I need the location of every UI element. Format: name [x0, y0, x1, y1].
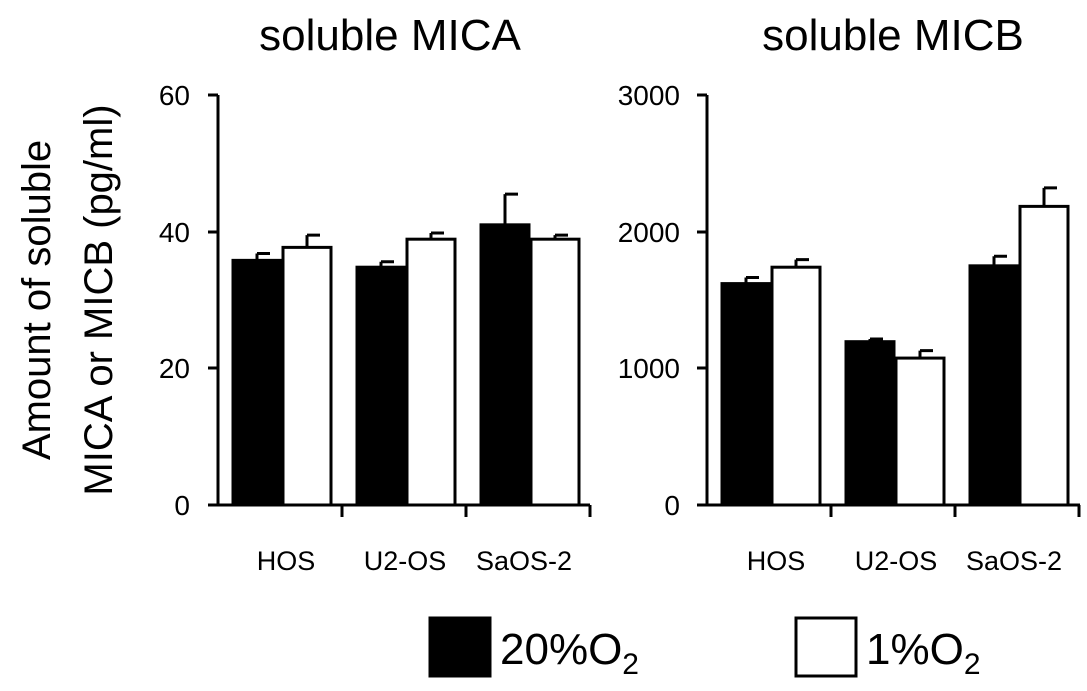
x-category-label: SaOS-2	[476, 546, 572, 576]
x-category-label: U2-OS	[855, 546, 938, 576]
error-bar	[992, 254, 1007, 266]
y-tick-label: 60	[159, 80, 190, 111]
bar-20-o2-hos	[231, 258, 283, 507]
bar-1-o2-u2-os	[894, 356, 946, 507]
chart-panel-micb: soluble MICB 0 1000 2000 3000 HOS U2-OS …	[618, 11, 1081, 576]
x-category-label: HOS	[747, 546, 806, 576]
x-axis-mica: HOS U2-OS SaOS-2	[218, 503, 592, 576]
legend-swatch-20-o2	[428, 616, 492, 678]
x-category-label: SaOS-2	[966, 546, 1062, 576]
legend-item-20-o2: 20%O2	[428, 616, 639, 681]
legend-label-1-o2: 1%O2	[866, 625, 981, 681]
bar-20-o2-u2-os	[355, 265, 407, 507]
bars-micb	[720, 186, 1070, 507]
bar-20-o2-saos-2	[968, 264, 1020, 507]
chart-title-mica: soluble MICA	[259, 11, 521, 60]
y-tick-label: 1000	[618, 353, 680, 384]
y-tick-label: 2000	[618, 217, 680, 248]
y-axis-label-line-2: MICA or MICB (pg/ml)	[77, 104, 121, 495]
bar-1-o2-hos	[770, 265, 822, 507]
error-bar	[305, 233, 320, 248]
y-tick-label: 40	[159, 217, 190, 248]
y-axis-mica: 0 20 40 60	[159, 80, 220, 521]
legend-label-20-o2: 20%O2	[500, 625, 639, 681]
y-axis-label-line-1: Amount of soluble	[15, 140, 59, 460]
bar-20-o2-u2-os	[844, 340, 896, 507]
bar-20-o2-hos	[720, 282, 772, 507]
bar-1-o2-saos-2	[1018, 204, 1070, 507]
y-tick-label: 0	[664, 490, 680, 521]
y-tick-label: 20	[159, 353, 190, 384]
y-tick-label: 3000	[618, 80, 680, 111]
error-bar	[503, 192, 518, 225]
error-bar	[1042, 186, 1057, 207]
bar-1-o2-hos	[281, 245, 333, 507]
y-tick-label: 0	[174, 490, 190, 521]
x-axis-micb: HOS U2-OS SaOS-2	[707, 503, 1081, 576]
bars-mica	[231, 192, 581, 507]
legend-item-1-o2: 1%O2	[794, 616, 981, 681]
x-category-label: HOS	[257, 546, 316, 576]
bar-1-o2-u2-os	[405, 237, 457, 507]
bar-20-o2-saos-2	[479, 223, 531, 507]
bar-1-o2-saos-2	[529, 237, 581, 507]
legend-swatch-1-o2	[794, 616, 858, 678]
chart-panel-mica: soluble MICA 0 20 40 60 HOS U2-OS SaOS-2	[159, 11, 592, 576]
x-category-label: U2-OS	[364, 546, 447, 576]
chart-title-micb: soluble MICB	[762, 11, 1024, 60]
legend: 20%O2 1%O2	[428, 616, 981, 681]
y-axis-micb: 0 1000 2000 3000	[618, 80, 709, 521]
